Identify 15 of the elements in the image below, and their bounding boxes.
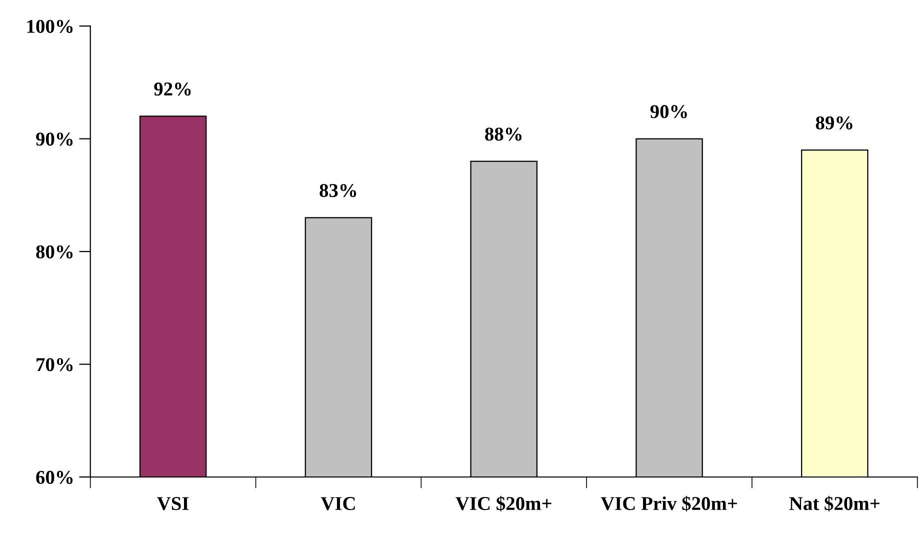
data-label: 92% (154, 82, 191, 96)
data-label: 88% (485, 128, 522, 141)
x-tick-label: Nat $20m+ (789, 496, 880, 512)
y-tick-label: 100% (27, 20, 73, 34)
y-tick-label: 80% (36, 245, 73, 259)
y-tick-label: 90% (36, 132, 73, 146)
data-label: 89% (816, 116, 852, 130)
y-tick-label: 60% (36, 470, 73, 484)
data-label: 83% (320, 184, 356, 198)
x-tick-label: VSI (157, 497, 189, 510)
x-tick-label: VIC Priv $20m+ (600, 496, 737, 512)
x-tick-label: VIC (320, 497, 355, 510)
x-tick-label: VIC $20m+ (456, 496, 552, 512)
data-label: 90% (650, 105, 687, 118)
y-tick-label: 70% (36, 358, 73, 372)
